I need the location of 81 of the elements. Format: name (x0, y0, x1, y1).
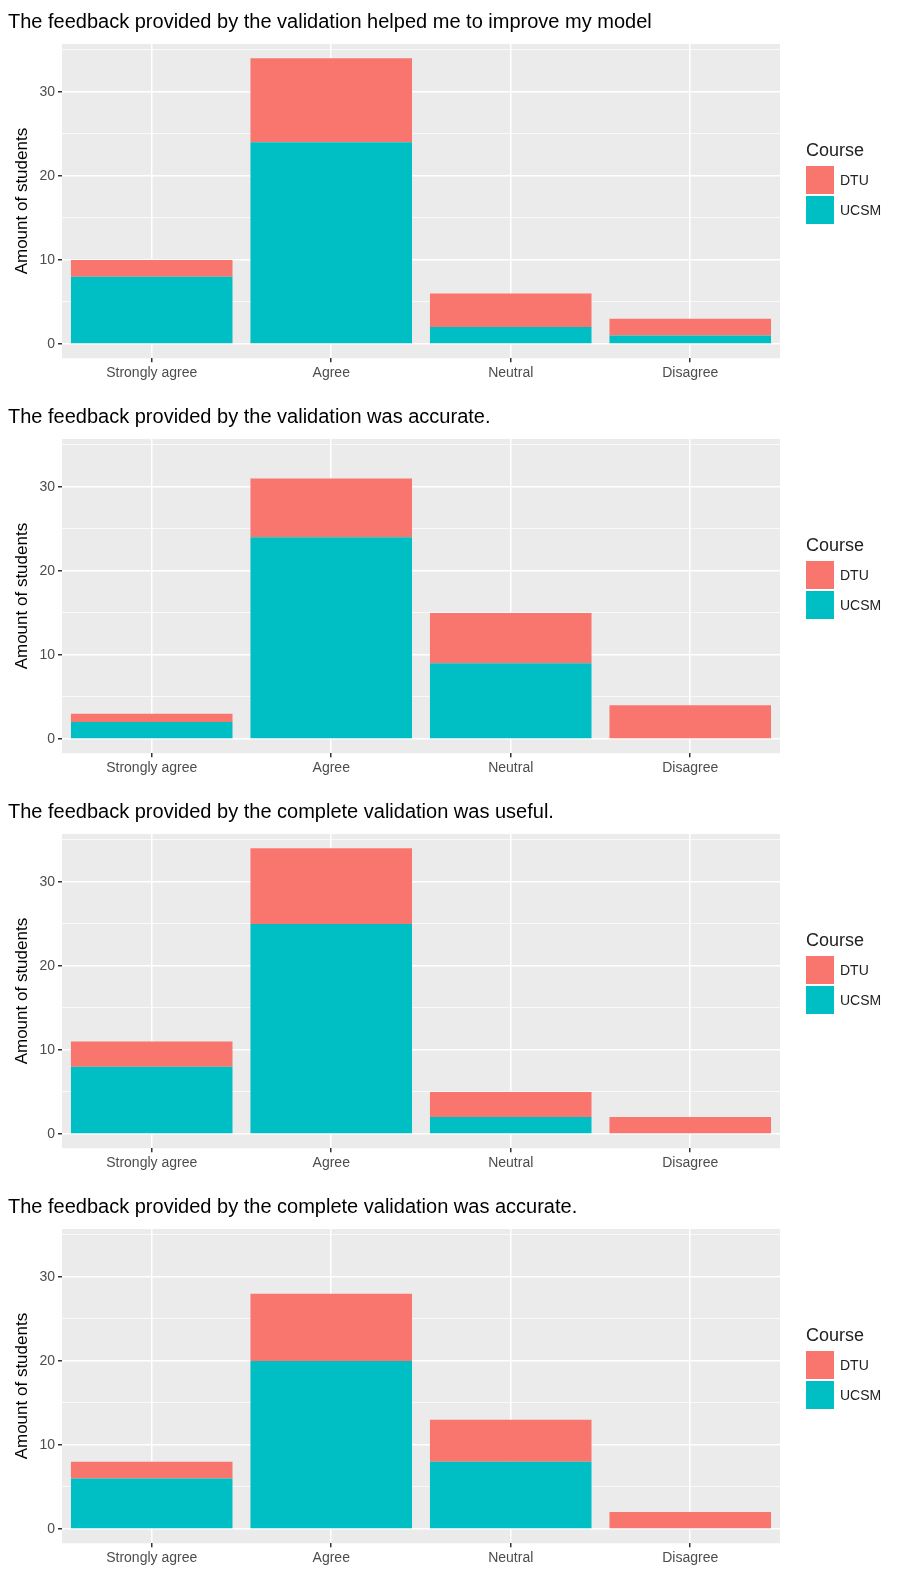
chart-title: The feedback provided by the validation helped me to improve my model (8, 9, 652, 32)
y-axis-title: Amount of students (11, 1312, 31, 1460)
bar (429, 293, 592, 328)
y-tick-label: 20 (39, 166, 56, 183)
bar (250, 1360, 413, 1529)
bar (70, 276, 233, 344)
bar (609, 335, 772, 344)
y-tick-label: 30 (39, 1267, 56, 1284)
y-tick-label: 30 (39, 82, 56, 99)
bar (250, 848, 413, 924)
x-tick-label: Agree (312, 364, 351, 381)
bar (70, 713, 233, 723)
x-tick-label: Disagree (662, 1154, 719, 1171)
y-tick-label: 0 (47, 729, 56, 746)
bar (429, 1461, 592, 1529)
bar (429, 1117, 592, 1134)
x-tick-label: Neutral (488, 1549, 534, 1566)
y-tick-label: 30 (39, 477, 56, 494)
bar (250, 58, 413, 143)
bar (70, 1461, 233, 1479)
legend-label: UCSM (840, 597, 882, 613)
legend-label: DTU (840, 172, 869, 188)
bar (429, 1091, 592, 1118)
bar (70, 1066, 233, 1134)
bar (70, 1478, 233, 1529)
x-tick-label: Agree (312, 759, 351, 776)
x-tick-label: Agree (312, 1154, 351, 1171)
y-tick-label: 20 (39, 956, 56, 973)
x-tick-label: Neutral (488, 1154, 534, 1171)
x-tick-label: Neutral (488, 364, 534, 381)
y-axis-title: Amount of students (11, 127, 31, 275)
chart-title: The feedback provided by the validation was accurate. (8, 404, 491, 427)
bar (429, 1419, 592, 1462)
y-tick-label: 0 (47, 334, 56, 351)
chart-title: The feedback provided by the complete validation was useful. (8, 799, 554, 822)
bar (609, 1117, 772, 1134)
bar (70, 722, 233, 739)
bar (250, 1293, 413, 1361)
y-tick-label: 10 (39, 1435, 56, 1452)
x-tick-label: Neutral (488, 759, 534, 776)
y-axis-title: Amount of students (11, 917, 31, 1065)
legend-title: Course (806, 535, 866, 556)
y-tick-label: 0 (47, 1519, 56, 1536)
legend-label: UCSM (840, 202, 882, 218)
legend-label: DTU (840, 962, 869, 978)
bar (250, 478, 413, 538)
x-tick-label: Strongly agree (106, 759, 198, 776)
x-tick-label: Disagree (662, 364, 719, 381)
y-axis-title: Amount of students (11, 522, 31, 670)
legend-title: Course (806, 1325, 866, 1346)
chart-title: The feedback provided by the complete validation was accurate. (8, 1194, 578, 1217)
y-tick-label: 30 (39, 872, 56, 889)
legend-title: Course (806, 930, 866, 951)
bar (250, 923, 413, 1134)
bar (70, 259, 233, 277)
bar (429, 612, 592, 664)
y-tick-label: 20 (39, 1351, 56, 1368)
x-tick-label: Strongly agree (106, 1154, 198, 1171)
x-tick-label: Strongly agree (106, 1549, 198, 1566)
bar (250, 142, 413, 344)
y-tick-label: 20 (39, 561, 56, 578)
bar (609, 318, 772, 336)
y-tick-label: 10 (39, 250, 56, 267)
legend-label: DTU (840, 567, 869, 583)
bar (609, 1512, 772, 1529)
legend-label: UCSM (840, 992, 882, 1008)
legend-title: Course (806, 140, 866, 161)
y-tick-label: 0 (47, 1124, 56, 1141)
bar (70, 1041, 233, 1067)
x-tick-label: Disagree (662, 759, 719, 776)
y-tick-label: 10 (39, 1040, 56, 1057)
x-tick-label: Agree (312, 1549, 351, 1566)
legend-label: DTU (840, 1357, 869, 1373)
x-tick-label: Disagree (662, 1549, 719, 1566)
x-tick-label: Strongly agree (106, 364, 198, 381)
bar (609, 705, 772, 739)
legend-label: UCSM (840, 1387, 882, 1403)
bar (429, 327, 592, 344)
bar (429, 663, 592, 739)
y-tick-label: 10 (39, 645, 56, 662)
bar (250, 537, 413, 739)
